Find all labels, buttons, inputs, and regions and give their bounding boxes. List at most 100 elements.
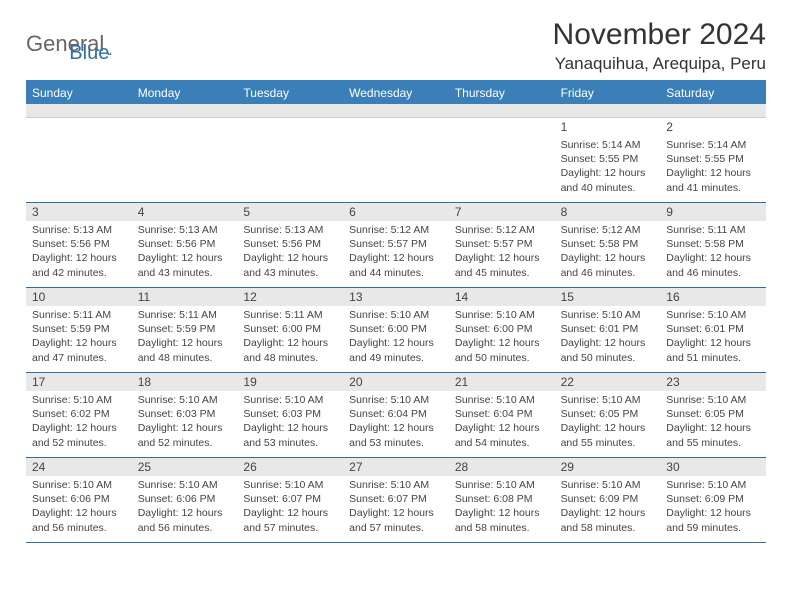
day-number: 12 <box>237 288 343 306</box>
sunset-line: Sunset: 6:06 PM <box>138 492 234 506</box>
sunrise-line: Sunrise: 5:14 AM <box>561 138 657 152</box>
day-content: Sunrise: 5:10 AMSunset: 6:02 PMDaylight:… <box>26 391 132 454</box>
sunrise-line: Sunrise: 5:10 AM <box>349 393 445 407</box>
day-cell <box>343 118 449 202</box>
day-header-saturday: Saturday <box>660 82 766 104</box>
daylight-line: Daylight: 12 hours and 58 minutes. <box>561 506 657 534</box>
day-cell <box>132 118 238 202</box>
day-header-sunday: Sunday <box>26 82 132 104</box>
day-cell: 3Sunrise: 5:13 AMSunset: 5:56 PMDaylight… <box>26 203 132 287</box>
daylight-line: Daylight: 12 hours and 41 minutes. <box>666 166 762 194</box>
sunset-line: Sunset: 5:55 PM <box>561 152 657 166</box>
daylight-line: Daylight: 12 hours and 43 minutes. <box>243 251 339 279</box>
location: Yanaquihua, Arequipa, Peru <box>553 54 766 74</box>
sunset-line: Sunset: 5:56 PM <box>32 237 128 251</box>
day-number: 2 <box>660 118 766 136</box>
sunset-line: Sunset: 6:00 PM <box>349 322 445 336</box>
sunset-line: Sunset: 6:00 PM <box>455 322 551 336</box>
title-block: November 2024 Yanaquihua, Arequipa, Peru <box>553 18 766 74</box>
day-content: Sunrise: 5:12 AMSunset: 5:57 PMDaylight:… <box>449 221 555 284</box>
sunrise-line: Sunrise: 5:10 AM <box>561 308 657 322</box>
sunrise-line: Sunrise: 5:10 AM <box>455 478 551 492</box>
sunset-line: Sunset: 6:01 PM <box>666 322 762 336</box>
sunrise-line: Sunrise: 5:10 AM <box>32 393 128 407</box>
daylight-line: Daylight: 12 hours and 50 minutes. <box>455 336 551 364</box>
day-content: Sunrise: 5:10 AMSunset: 6:04 PMDaylight:… <box>343 391 449 454</box>
sunrise-line: Sunrise: 5:11 AM <box>666 223 762 237</box>
day-cell: 9Sunrise: 5:11 AMSunset: 5:58 PMDaylight… <box>660 203 766 287</box>
day-number: 17 <box>26 373 132 391</box>
week-row: 17Sunrise: 5:10 AMSunset: 6:02 PMDayligh… <box>26 373 766 458</box>
sunrise-line: Sunrise: 5:12 AM <box>349 223 445 237</box>
day-cell: 14Sunrise: 5:10 AMSunset: 6:00 PMDayligh… <box>449 288 555 372</box>
day-cell: 2Sunrise: 5:14 AMSunset: 5:55 PMDaylight… <box>660 118 766 202</box>
day-content: Sunrise: 5:13 AMSunset: 5:56 PMDaylight:… <box>237 221 343 284</box>
day-cell: 24Sunrise: 5:10 AMSunset: 6:06 PMDayligh… <box>26 458 132 542</box>
day-header-wednesday: Wednesday <box>343 82 449 104</box>
sunset-line: Sunset: 6:07 PM <box>243 492 339 506</box>
day-number: 25 <box>132 458 238 476</box>
sunrise-line: Sunrise: 5:14 AM <box>666 138 762 152</box>
day-cell: 7Sunrise: 5:12 AMSunset: 5:57 PMDaylight… <box>449 203 555 287</box>
day-number: 27 <box>343 458 449 476</box>
sunrise-line: Sunrise: 5:10 AM <box>138 393 234 407</box>
day-cell: 30Sunrise: 5:10 AMSunset: 6:09 PMDayligh… <box>660 458 766 542</box>
sunrise-line: Sunrise: 5:10 AM <box>561 393 657 407</box>
day-cell: 1Sunrise: 5:14 AMSunset: 5:55 PMDaylight… <box>555 118 661 202</box>
day-number: 6 <box>343 203 449 221</box>
day-number: 20 <box>343 373 449 391</box>
day-cell <box>449 118 555 202</box>
day-number: 10 <box>26 288 132 306</box>
day-number: 21 <box>449 373 555 391</box>
daylight-line: Daylight: 12 hours and 49 minutes. <box>349 336 445 364</box>
day-content: Sunrise: 5:10 AMSunset: 6:05 PMDaylight:… <box>555 391 661 454</box>
day-content: Sunrise: 5:11 AMSunset: 5:58 PMDaylight:… <box>660 221 766 284</box>
day-cell: 21Sunrise: 5:10 AMSunset: 6:04 PMDayligh… <box>449 373 555 457</box>
day-header-friday: Friday <box>555 82 661 104</box>
day-cell: 11Sunrise: 5:11 AMSunset: 5:59 PMDayligh… <box>132 288 238 372</box>
sunset-line: Sunset: 6:04 PM <box>349 407 445 421</box>
sunset-line: Sunset: 5:58 PM <box>666 237 762 251</box>
sunrise-line: Sunrise: 5:10 AM <box>561 478 657 492</box>
calendar: SundayMondayTuesdayWednesdayThursdayFrid… <box>26 80 766 543</box>
day-content: Sunrise: 5:14 AMSunset: 5:55 PMDaylight:… <box>660 136 766 199</box>
sunrise-line: Sunrise: 5:10 AM <box>243 393 339 407</box>
daylight-line: Daylight: 12 hours and 43 minutes. <box>138 251 234 279</box>
day-cell <box>26 118 132 202</box>
week-row: 10Sunrise: 5:11 AMSunset: 5:59 PMDayligh… <box>26 288 766 373</box>
day-content: Sunrise: 5:10 AMSunset: 6:08 PMDaylight:… <box>449 476 555 539</box>
sunrise-line: Sunrise: 5:13 AM <box>138 223 234 237</box>
sunrise-line: Sunrise: 5:13 AM <box>32 223 128 237</box>
day-header-row: SundayMondayTuesdayWednesdayThursdayFrid… <box>26 82 766 104</box>
daylight-line: Daylight: 12 hours and 53 minutes. <box>349 421 445 449</box>
daylight-line: Daylight: 12 hours and 57 minutes. <box>243 506 339 534</box>
day-number: 28 <box>449 458 555 476</box>
day-cell: 28Sunrise: 5:10 AMSunset: 6:08 PMDayligh… <box>449 458 555 542</box>
header: General Blue November 2024 Yanaquihua, A… <box>26 18 766 74</box>
daylight-line: Daylight: 12 hours and 55 minutes. <box>666 421 762 449</box>
day-number: 15 <box>555 288 661 306</box>
day-cell: 5Sunrise: 5:13 AMSunset: 5:56 PMDaylight… <box>237 203 343 287</box>
day-content: Sunrise: 5:14 AMSunset: 5:55 PMDaylight:… <box>555 136 661 199</box>
sunset-line: Sunset: 5:57 PM <box>349 237 445 251</box>
day-cell: 17Sunrise: 5:10 AMSunset: 6:02 PMDayligh… <box>26 373 132 457</box>
week-row: 1Sunrise: 5:14 AMSunset: 5:55 PMDaylight… <box>26 118 766 203</box>
sunset-line: Sunset: 6:01 PM <box>561 322 657 336</box>
daylight-line: Daylight: 12 hours and 42 minutes. <box>32 251 128 279</box>
day-cell: 25Sunrise: 5:10 AMSunset: 6:06 PMDayligh… <box>132 458 238 542</box>
day-cell: 13Sunrise: 5:10 AMSunset: 6:00 PMDayligh… <box>343 288 449 372</box>
weeks-container: 1Sunrise: 5:14 AMSunset: 5:55 PMDaylight… <box>26 118 766 543</box>
day-cell: 22Sunrise: 5:10 AMSunset: 6:05 PMDayligh… <box>555 373 661 457</box>
day-number: 30 <box>660 458 766 476</box>
day-content: Sunrise: 5:10 AMSunset: 6:07 PMDaylight:… <box>237 476 343 539</box>
day-content: Sunrise: 5:12 AMSunset: 5:58 PMDaylight:… <box>555 221 661 284</box>
day-content: Sunrise: 5:13 AMSunset: 5:56 PMDaylight:… <box>26 221 132 284</box>
sunset-line: Sunset: 6:03 PM <box>138 407 234 421</box>
daylight-line: Daylight: 12 hours and 59 minutes. <box>666 506 762 534</box>
day-content: Sunrise: 5:10 AMSunset: 6:00 PMDaylight:… <box>343 306 449 369</box>
sunset-line: Sunset: 6:05 PM <box>561 407 657 421</box>
page-title: November 2024 <box>553 18 766 52</box>
day-content: Sunrise: 5:10 AMSunset: 6:07 PMDaylight:… <box>343 476 449 539</box>
sunrise-line: Sunrise: 5:12 AM <box>455 223 551 237</box>
logo: General Blue <box>26 18 109 65</box>
